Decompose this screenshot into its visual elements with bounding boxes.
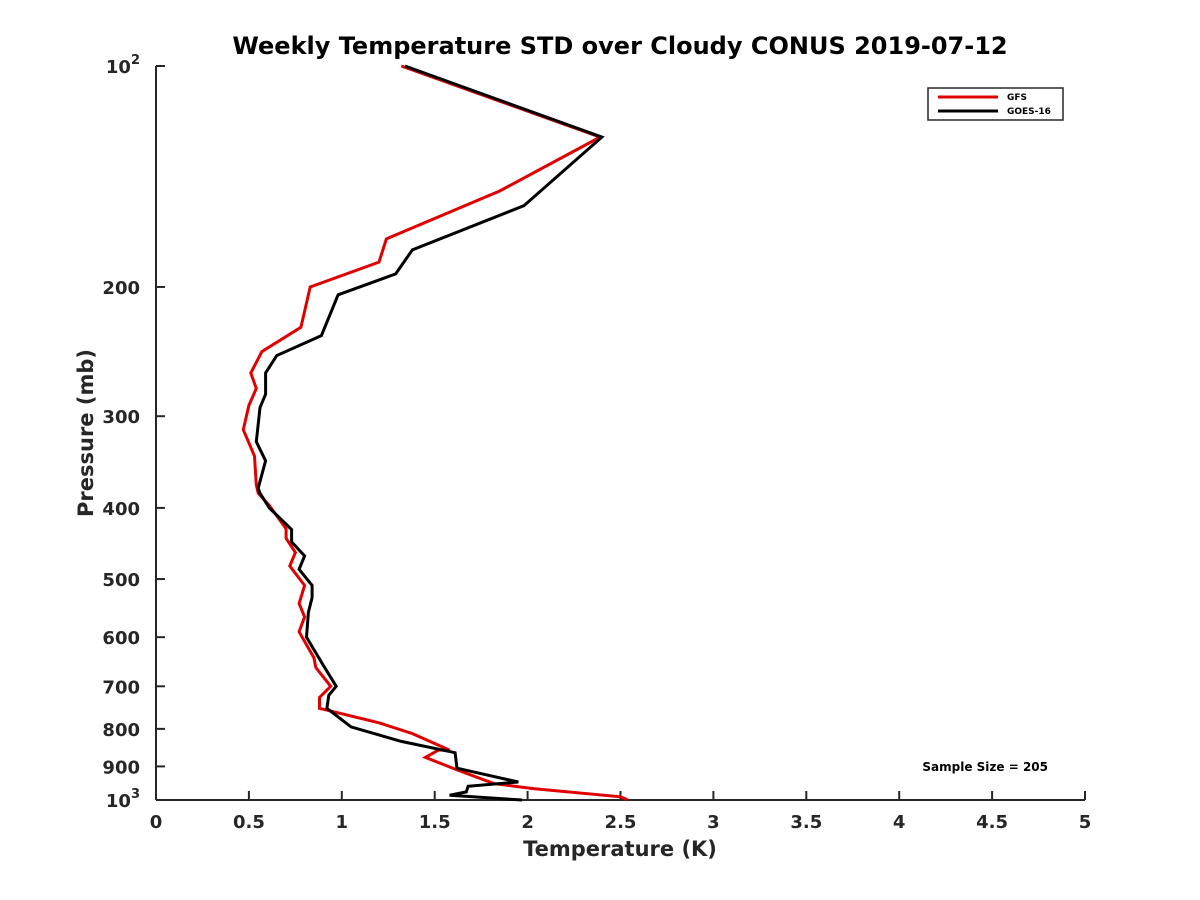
series-group — [241, 64, 629, 802]
y-tick-label: 900 — [102, 757, 140, 778]
y-axis-label: Pressure (mb) — [74, 349, 98, 517]
x-tick-label: 4.5 — [976, 812, 1008, 833]
series-line-goes-16 — [254, 64, 605, 802]
series-line-gfs — [241, 64, 629, 802]
x-tick-label: 2 — [521, 812, 534, 833]
y-tick-label: 102 — [106, 53, 140, 78]
x-tick-label: 4 — [893, 812, 906, 833]
legend-box — [927, 87, 1064, 121]
legend-label: GOES-16 — [1007, 107, 1051, 117]
y-tick-label: 800 — [102, 720, 140, 741]
y-tick-label: 700 — [102, 677, 140, 698]
y-axis-ticks: 102 200 300 400 500 600 700 800 900 103 — [102, 53, 165, 812]
x-tick-label: 5 — [1079, 812, 1092, 833]
y-tick-label: 500 — [102, 570, 140, 591]
y-tick-label: 600 — [102, 628, 140, 649]
x-axis-label: Temperature (K) — [523, 837, 717, 861]
chart-title: Weekly Temperature STD over Cloudy CONUS… — [232, 32, 1007, 60]
x-tick-label: 3.5 — [790, 812, 822, 833]
plot-area — [155, 66, 1085, 801]
x-tick-label: 2.5 — [605, 812, 637, 833]
x-tick-label: 1.5 — [419, 812, 451, 833]
y-tick-label: 400 — [102, 499, 140, 520]
x-tick-label: 1 — [336, 812, 349, 833]
legend-label: GFS — [1007, 93, 1027, 103]
x-tick-label: 0.5 — [233, 812, 265, 833]
legend: GFS GOES-16 — [927, 87, 1064, 121]
sample-size-annotation: Sample Size = 205 — [922, 760, 1048, 774]
x-tick-label: 0 — [150, 812, 163, 833]
y-tick-label: 103 — [106, 787, 140, 812]
y-tick-label: 200 — [102, 278, 140, 299]
x-axis-ticks: 0 0.5 1 1.5 2 2.5 3 3.5 4 4.5 5 — [150, 791, 1092, 833]
x-tick-label: 3 — [707, 812, 720, 833]
y-tick-label: 300 — [102, 407, 140, 428]
